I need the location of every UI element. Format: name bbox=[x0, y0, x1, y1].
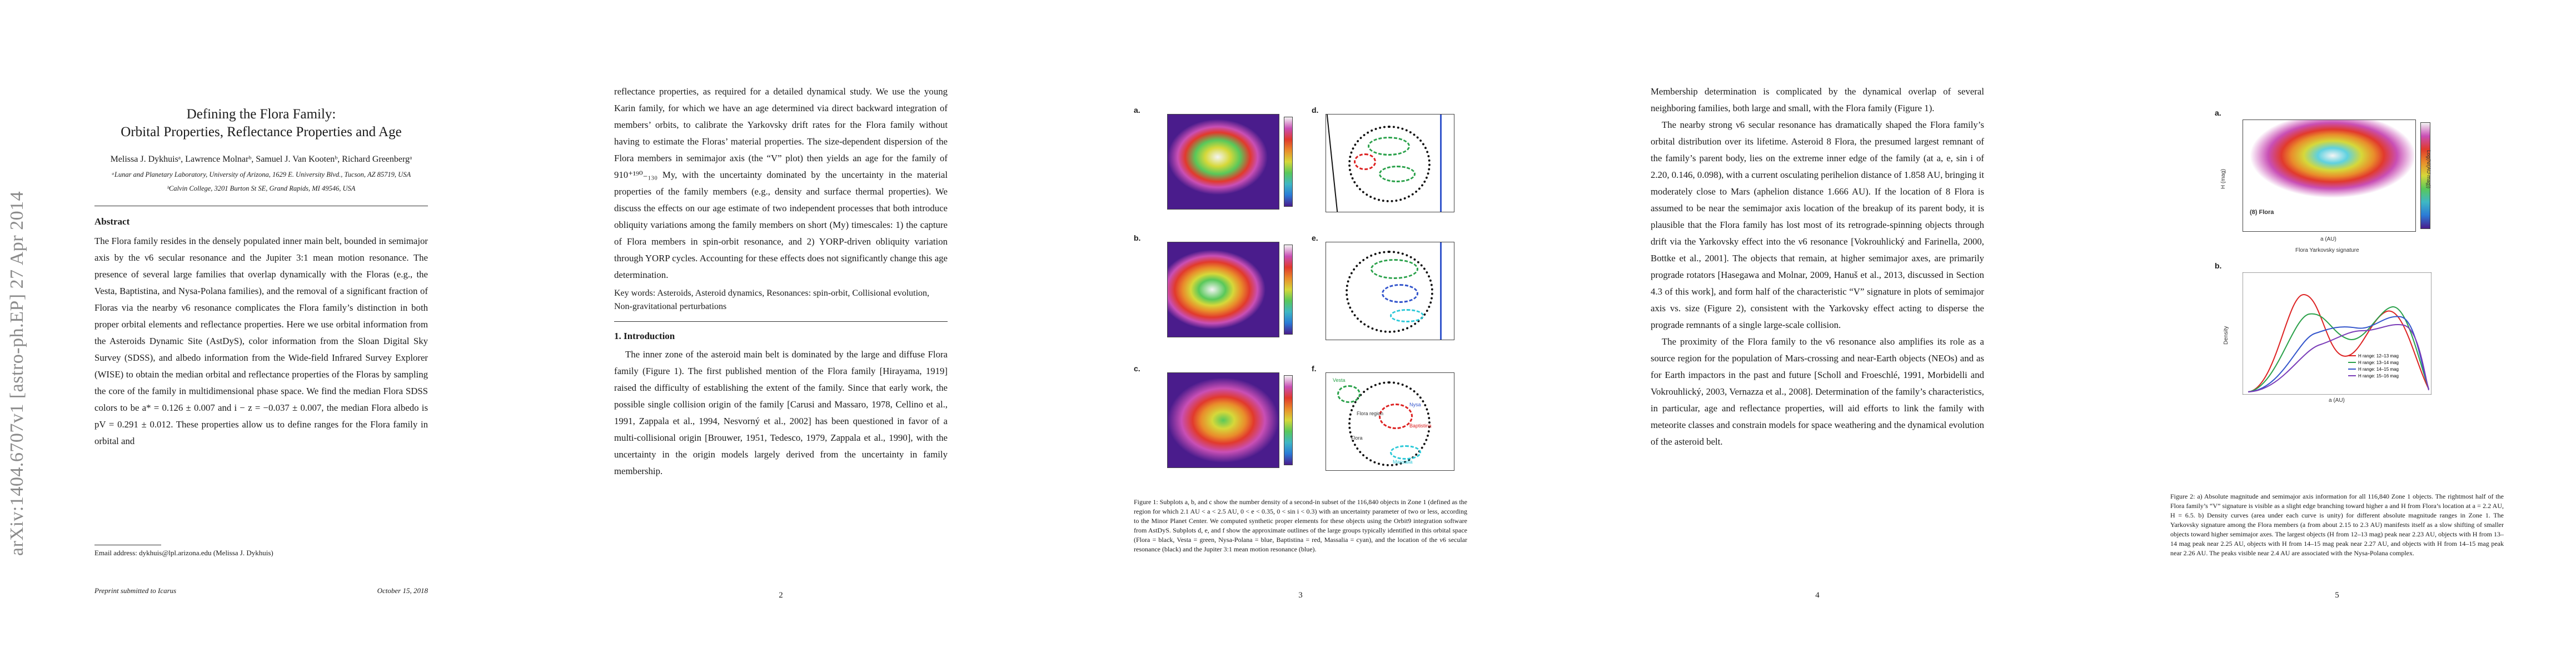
panel-label-d: d. bbox=[1312, 106, 1319, 115]
colorbar-c bbox=[1284, 375, 1293, 465]
jupiter-3-1-resonance-line bbox=[1440, 115, 1442, 212]
arxiv-stamp: arXiv:1404.6707v1 [astro-ph.EP] 27 Apr 2… bbox=[7, 191, 27, 556]
paper-title: Defining the Flora Family: Orbital Prope… bbox=[94, 106, 428, 141]
paragraph-3: The proximity of the Flora family to the… bbox=[1651, 336, 1984, 447]
legend-entry-1: H range: 12–13 mag bbox=[2358, 354, 2399, 359]
panel-label-b: b. bbox=[2215, 261, 2222, 270]
label-baptistina: Baptistina bbox=[1409, 423, 1432, 429]
page-2: reflectance properties, as required for … bbox=[614, 83, 948, 617]
colorbar-label: Log(N/(AU·mag)) bbox=[2426, 150, 2431, 189]
affiliation-b: ᵇCalvin College, 3201 Burton St SE, Gran… bbox=[167, 185, 356, 192]
label-massalia: Massalia bbox=[1393, 459, 1413, 465]
xlabel-a: a (AU) bbox=[2320, 236, 2336, 242]
page-number: 5 bbox=[2335, 591, 2339, 600]
authors: Melissa J. Dykhuisᵃ, Lawrence Molnarᵇ, S… bbox=[110, 155, 412, 164]
legend-entry-4: H range: 15–16 mag bbox=[2358, 374, 2399, 379]
heatmap-b bbox=[1167, 242, 1279, 337]
legend-entry-2: H range: 13–14 mag bbox=[2358, 360, 2399, 365]
page-number: 3 bbox=[1298, 591, 1303, 600]
nu6-resonance-line bbox=[1326, 115, 1338, 212]
figure-2a-subtitle: Flora Yarkovsky signature bbox=[2295, 247, 2359, 253]
section-heading-introduction: 1. Introduction bbox=[614, 331, 675, 341]
title-line-2: Orbital Properties, Reflectance Properti… bbox=[121, 125, 402, 140]
series-h-12-13 bbox=[2248, 293, 2429, 392]
heatmap-a bbox=[1167, 114, 1279, 210]
label-vesta: Vesta bbox=[1333, 377, 1346, 383]
paragraph-1: Membership determination is complicated … bbox=[1651, 86, 1984, 113]
series-h-15-16 bbox=[2248, 324, 2429, 392]
vesta-outline bbox=[1368, 137, 1410, 156]
ylabel-b: Density bbox=[2223, 326, 2229, 345]
divider bbox=[614, 321, 948, 322]
nysa-outline bbox=[1382, 284, 1418, 303]
flora-point-label: (8) Flora bbox=[2250, 209, 2274, 216]
density-chart: H range: 12–13 mag H range: 13–14 mag H … bbox=[2243, 272, 2431, 395]
vesta-outline bbox=[1371, 259, 1418, 279]
preprint-journal: Preprint submitted to Icarus bbox=[94, 586, 177, 595]
massalia-outline bbox=[1390, 309, 1424, 322]
keywords: Key words: Asteroids, Asteroid dynamics,… bbox=[614, 288, 930, 311]
figure-2-caption: Figure 2: a) Absolute magnitude and semi… bbox=[2170, 492, 2504, 557]
title-line-1: Defining the Flora Family: bbox=[186, 107, 336, 122]
outline-panel-f: Vesta Flora region Nysa Baptistina Flora… bbox=[1326, 372, 1454, 471]
email-footnote: Email address: dykhuis@lpl.arizona.edu (… bbox=[94, 549, 273, 557]
abstract-continued: reflectance properties, as required for … bbox=[614, 86, 948, 280]
baptistina-outline bbox=[1379, 404, 1413, 429]
outline-panel-d bbox=[1326, 114, 1454, 212]
chart-frame bbox=[2243, 272, 2431, 395]
colorbar-b bbox=[1284, 245, 1293, 335]
page-4: Membership determination is complicated … bbox=[1651, 83, 1984, 617]
outline-panel-e bbox=[1326, 242, 1454, 340]
colorbar-figure-2a bbox=[2420, 122, 2430, 229]
xlabel-b: a (AU) bbox=[2329, 397, 2345, 404]
preprint-line: Preprint submitted to Icarus October 15,… bbox=[94, 586, 428, 595]
page-number: 2 bbox=[779, 591, 783, 600]
label-flora-region: Flora region bbox=[1357, 411, 1384, 416]
affiliation-a: ᵃLunar and Planetary Laboratory, Univers… bbox=[111, 171, 411, 178]
panel-label-b: b. bbox=[1134, 233, 1141, 242]
paragraph-2: The nearby strong ν6 secular resonance h… bbox=[1651, 120, 1984, 330]
panel-label-f: f. bbox=[1312, 364, 1317, 373]
page-3: a. b. c. d. e. f. Vesta Flora region Nys… bbox=[1134, 83, 1467, 617]
panel-label-a: a. bbox=[1134, 106, 1140, 115]
heatmap-figure-2a: (8) Flora bbox=[2243, 120, 2416, 232]
flora-outline bbox=[1348, 126, 1431, 202]
panel-label-c: c. bbox=[1134, 364, 1140, 373]
flora-outline bbox=[1348, 381, 1431, 466]
figure-1-caption: Figure 1: Subplots a, b, and c show the … bbox=[1134, 498, 1467, 553]
vesta-outline bbox=[1337, 385, 1361, 403]
page-1: Defining the Flora Family: Orbital Prope… bbox=[94, 83, 428, 617]
panel-label-e: e. bbox=[1312, 233, 1318, 242]
abstract-text: The Flora family resides in the densely … bbox=[94, 236, 428, 446]
page-5: a. (8) Flora Log(N/(AU·mag)) H (mag) a (… bbox=[2170, 83, 2504, 617]
abstract-heading: Abstract bbox=[94, 216, 130, 227]
intro-paragraph: The inner zone of the asteroid main belt… bbox=[614, 349, 948, 476]
jupiter-3-1-resonance-line bbox=[1440, 242, 1442, 340]
massalia-outline bbox=[1390, 445, 1421, 460]
legend-entry-3: H range: 14–15 mag bbox=[2358, 367, 2399, 372]
series-h-13-14 bbox=[2248, 306, 2429, 392]
ylabel-a: H (mag) bbox=[2220, 168, 2226, 189]
panel-label-a: a. bbox=[2215, 108, 2221, 117]
label-nysa: Nysa bbox=[1409, 402, 1421, 407]
preprint-date: October 15, 2018 bbox=[377, 586, 428, 595]
heatmap-c bbox=[1167, 372, 1279, 468]
flora-outline bbox=[1346, 251, 1433, 333]
page-number: 4 bbox=[1815, 591, 1820, 600]
label-flora: Flora bbox=[1351, 435, 1363, 441]
footnote: Email address: dykhuis@lpl.arizona.edu (… bbox=[94, 545, 428, 558]
legend: H range: 12–13 mag H range: 13–14 mag H … bbox=[2348, 354, 2399, 379]
baptistina-outline bbox=[1354, 153, 1376, 170]
colorbar-a bbox=[1284, 117, 1293, 207]
vesta-outline-2 bbox=[1379, 166, 1416, 182]
